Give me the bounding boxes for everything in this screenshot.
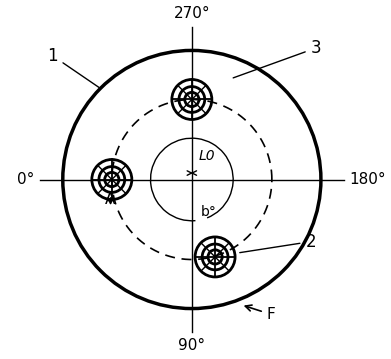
Text: F: F <box>245 305 275 322</box>
Text: A: A <box>105 192 116 208</box>
Text: 2: 2 <box>240 233 316 253</box>
Text: L0: L0 <box>198 149 215 163</box>
Text: b°: b° <box>201 205 217 219</box>
Text: 270°: 270° <box>174 6 210 21</box>
Text: 1: 1 <box>47 47 99 88</box>
Text: 90°: 90° <box>178 338 205 353</box>
Text: 180°: 180° <box>349 172 386 187</box>
Text: 0°: 0° <box>17 172 34 187</box>
Text: 3: 3 <box>233 39 321 78</box>
